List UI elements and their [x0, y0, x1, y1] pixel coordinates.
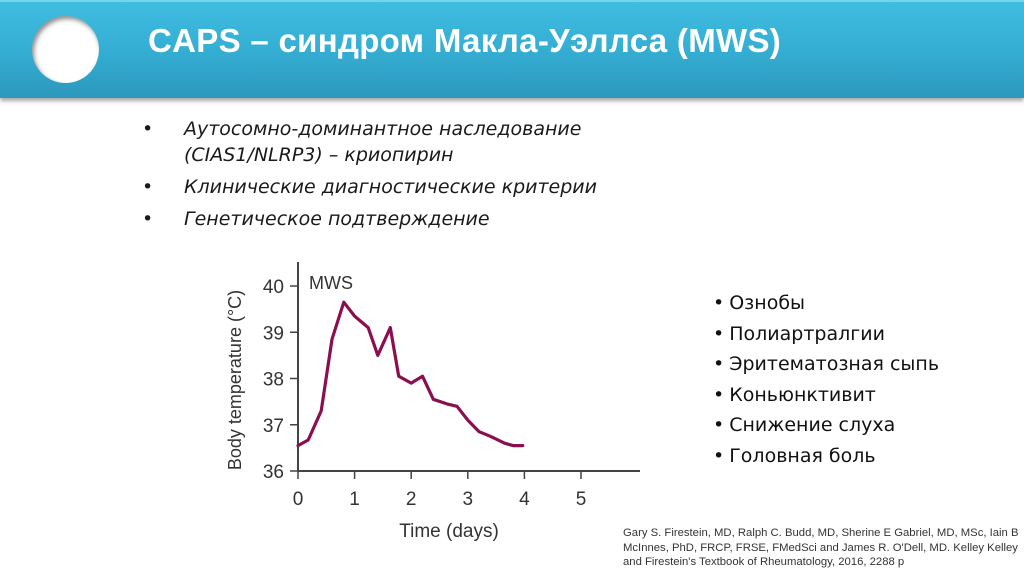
symptom-item: • Ознобы [713, 292, 806, 314]
x-tick-label: 1 [349, 489, 360, 510]
x-tick-label: 0 [293, 489, 304, 510]
symptom-item: • Головная боль [713, 444, 876, 467]
bullet-item: • Генетическое подтверждение [142, 208, 490, 230]
decorative-circle-icon [32, 16, 99, 83]
y-tick-label: 36 [263, 462, 284, 483]
main-bullet-list: • Аутосомно-доминантное наследование (CIA… [140, 116, 700, 238]
x-axis-label: Time (days) [399, 521, 499, 542]
x-tick-label: 4 [519, 489, 530, 510]
bullet-item: • Аутосомно-доминантное наследование (CIA… [142, 118, 582, 166]
symptom-list: • Ознобы • Полиартралгии • Эритематозная сы… [713, 288, 939, 471]
title-bar: CAPS – синдром Макла-Уэллса (MWS) [0, 0, 1024, 98]
series-annotation: MWS [309, 273, 353, 293]
symptom-item: • Коньюнктивит [713, 383, 876, 406]
y-tick-label: 37 [263, 416, 284, 437]
bullet-icon: • [142, 118, 154, 140]
bullet-icon: • [142, 208, 154, 230]
citation: Gary S. Firestein, MD, Ralph C. Budd, MD… [623, 527, 1019, 568]
x-tick-label: 2 [406, 489, 417, 510]
y-tick-label: 39 [263, 323, 284, 344]
y-axis-label: Body temperature (°C) [225, 290, 245, 470]
y-tick-label: 40 [263, 277, 284, 298]
symptom-item: • Снижение слуха [713, 414, 896, 436]
bullet-item: • Клинические диагностические критерии [142, 176, 597, 198]
temperature-line [296, 300, 525, 448]
bullet-icon: • [142, 176, 154, 198]
slide-title: CAPS – синдром Макла-Уэллса (MWS) [148, 22, 782, 59]
symptom-item: • Эритематозная сыпь [713, 353, 940, 375]
y-tick-label: 38 [263, 370, 284, 391]
x-tick-label: 3 [463, 489, 474, 510]
x-tick-label: 5 [576, 489, 587, 510]
symptom-item: • Полиартралгии [713, 322, 885, 345]
